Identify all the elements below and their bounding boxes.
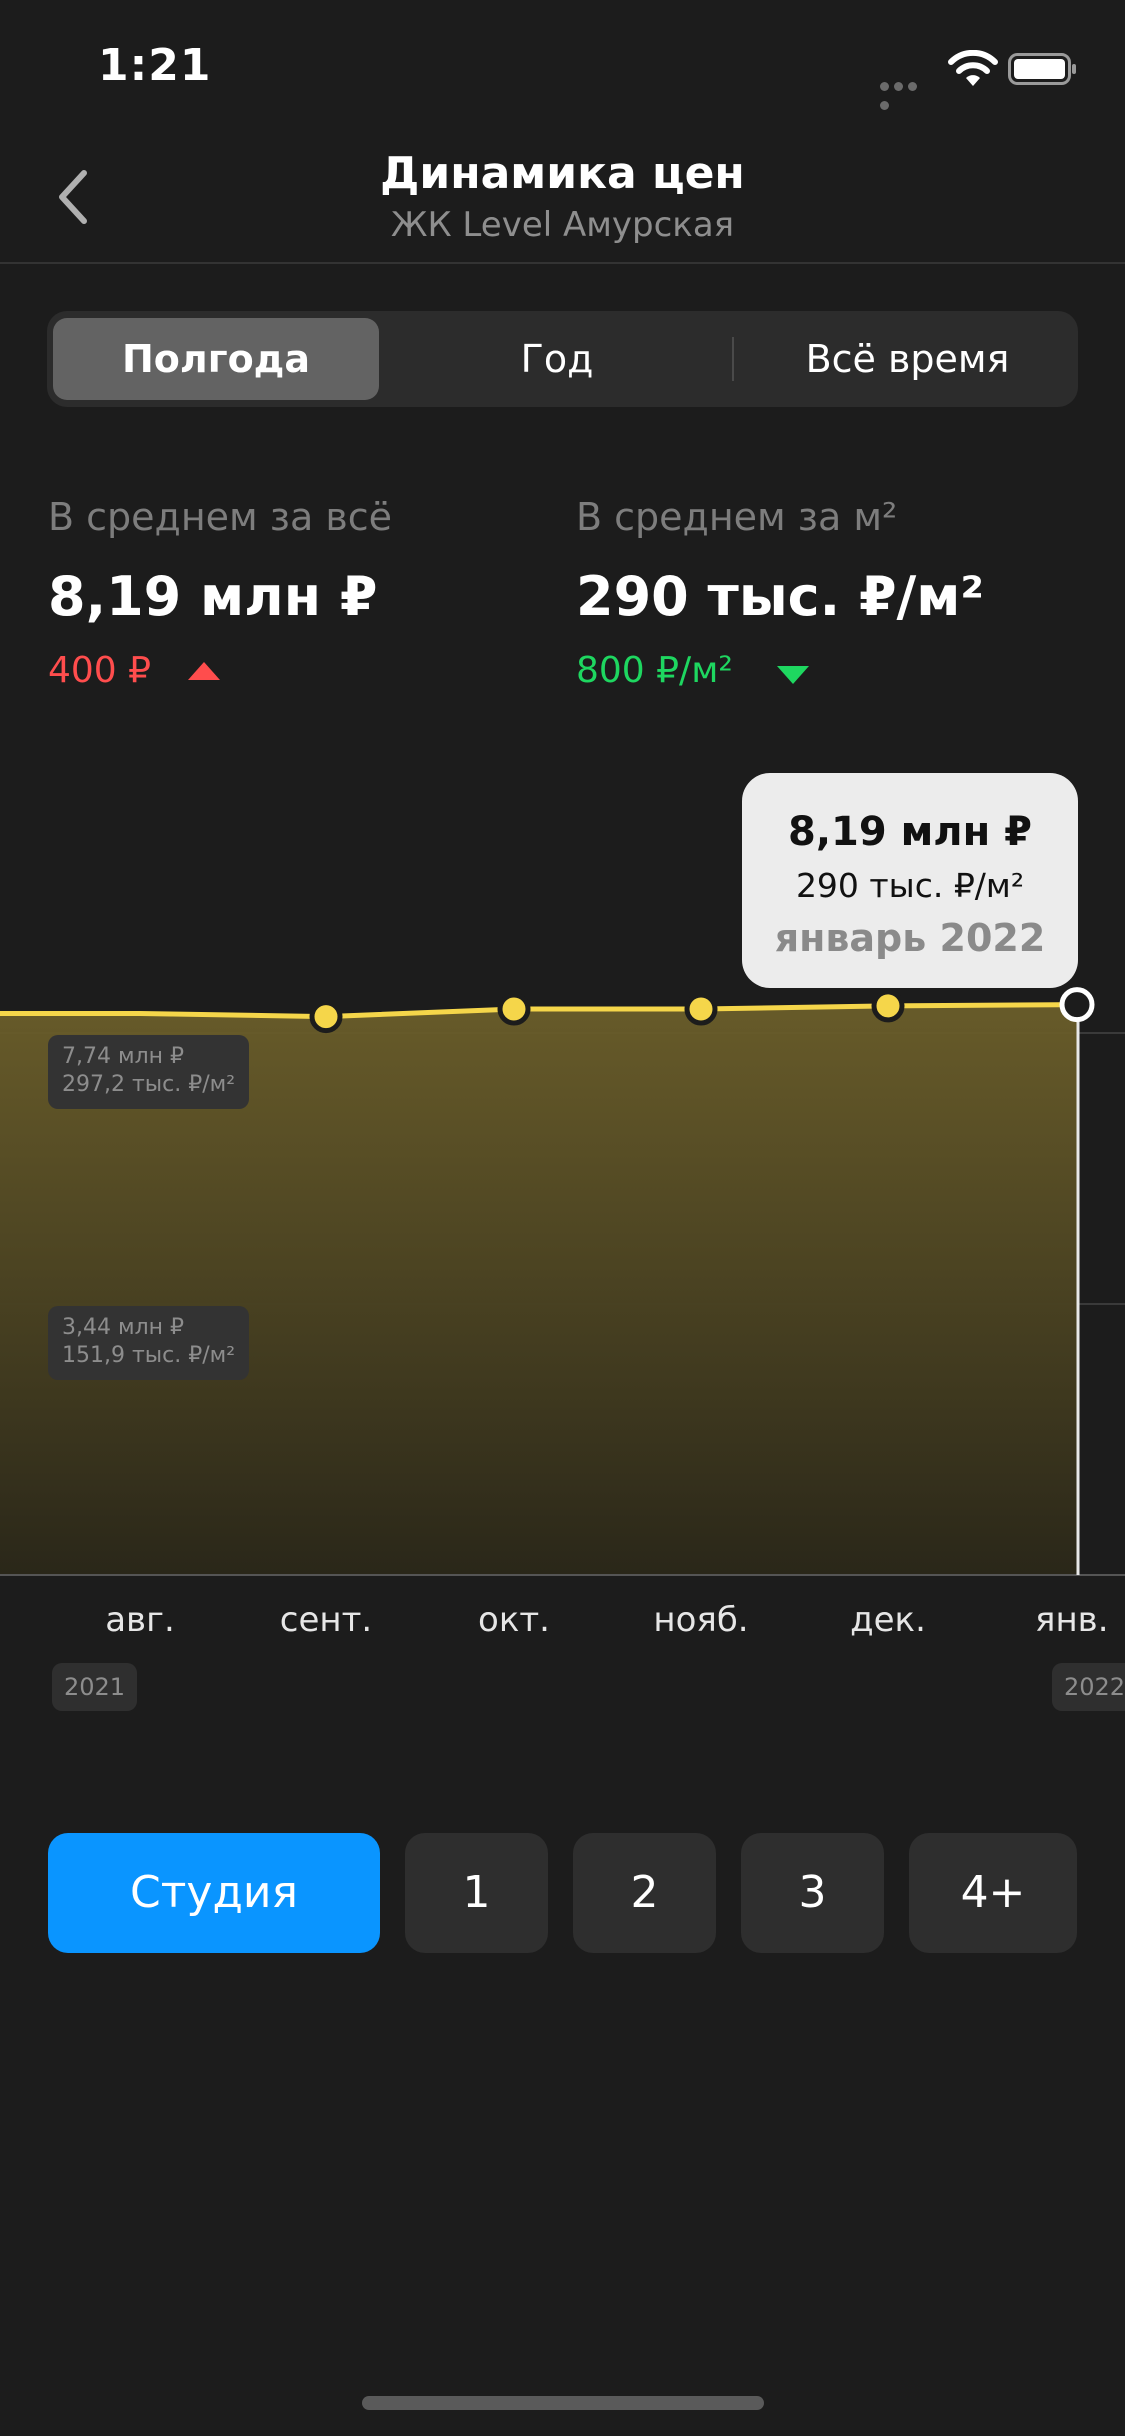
segment-divider [732,337,734,381]
arrow-up-icon [188,662,220,680]
average-total-delta: 400 ₽ [48,650,152,691]
average-total-label: В среднем за всё [48,495,393,539]
y-tick-per-m2: 151,9 тыс. ₽/м² [62,1343,236,1368]
year-badge-start: 2021 [52,1663,138,1711]
header-divider [0,262,1125,264]
average-m2-delta: 800 ₽/м² [576,650,733,691]
cellular-signal-icon [880,76,934,110]
price-chart[interactable] [0,760,1125,1710]
x-tick-label: нояб. [653,1600,749,1640]
data-point[interactable] [309,1000,343,1034]
room-filter-2[interactable]: 2 [573,1833,716,1953]
page-subtitle: ЖК Level Амурская [390,205,735,245]
y-tick-label-top: 7,74 млн ₽ 297,2 тыс. ₽/м² [48,1035,250,1109]
period-segmented-control: Полгода Год Всё время [47,311,1078,407]
average-m2-value: 290 тыс. ₽/м² [576,565,985,628]
x-tick-label: окт. [478,1600,550,1640]
average-total-value: 8,19 млн ₽ [48,565,378,628]
data-point[interactable] [684,992,718,1026]
period-tab-all-time[interactable]: Всё время [805,337,1010,381]
y-tick-price: 3,44 млн ₽ [62,1315,185,1340]
page-title: Динамика цен [380,148,745,199]
arrow-down-icon [777,666,809,684]
data-point[interactable] [871,989,905,1023]
battery-icon [1008,53,1076,85]
back-chevron-icon[interactable] [50,165,98,229]
y-tick-label-mid: 3,44 млн ₽ 151,9 тыс. ₽/м² [48,1306,250,1380]
selected-data-point[interactable] [1059,987,1095,1023]
x-tick-label: сент. [279,1600,373,1640]
year-badge-end: 2022 [1052,1663,1125,1711]
period-tab-half-year[interactable]: Полгода [53,318,379,400]
average-m2-label: В среднем за м² [576,495,898,539]
home-indicator[interactable] [362,2396,764,2410]
room-filter-1[interactable]: 1 [405,1833,548,1953]
period-tab-year[interactable]: Год [520,337,594,381]
room-filter-studio[interactable]: Студия [48,1833,380,1953]
tooltip-price-per-m2: 290 тыс. ₽/м² [795,866,1025,905]
room-filter-4plus[interactable]: 4+ [909,1833,1077,1953]
y-tick-price: 7,74 млн ₽ [62,1044,185,1069]
data-point[interactable] [497,992,531,1026]
x-tick-label: авг. [105,1600,175,1640]
x-tick-label: янв. [1035,1600,1109,1640]
status-time: 1:21 [98,40,212,91]
price-area-fill [0,1004,1077,1575]
room-filter-3[interactable]: 3 [741,1833,884,1953]
price-tooltip: 8,19 млн ₽ 290 тыс. ₽/м² январь 2022 [742,773,1078,988]
wifi-icon [948,50,998,86]
tooltip-price: 8,19 млн ₽ [787,809,1032,855]
y-tick-per-m2: 297,2 тыс. ₽/м² [62,1072,236,1097]
x-tick-label: дек. [850,1600,926,1640]
tooltip-date: январь 2022 [774,916,1046,960]
